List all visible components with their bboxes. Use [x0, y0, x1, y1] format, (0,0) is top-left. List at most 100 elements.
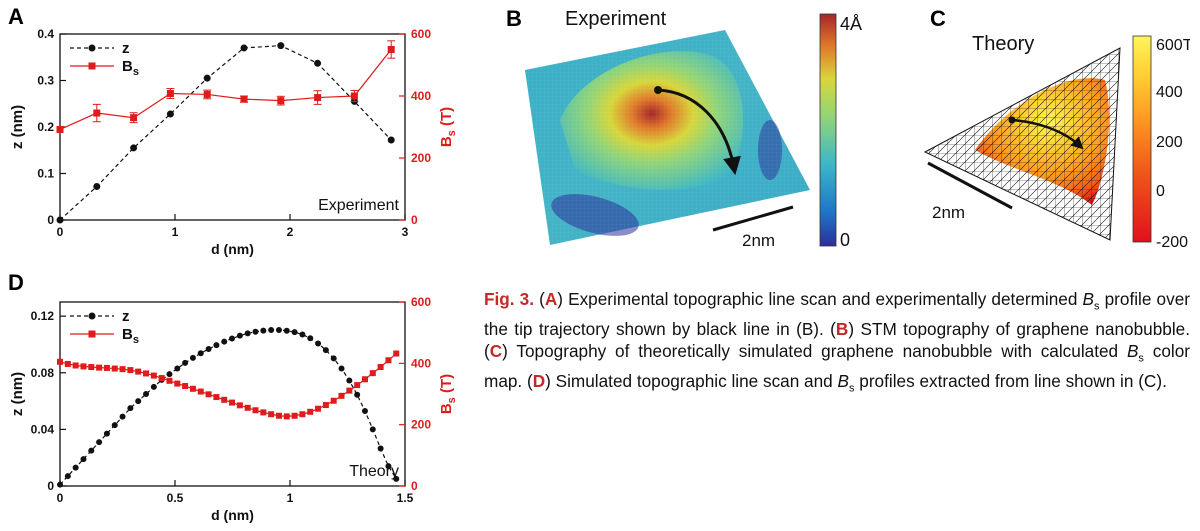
data-point-z: [103, 430, 110, 437]
colorbar-c-tick: 400: [1156, 84, 1183, 101]
data-point-z: [229, 335, 236, 342]
x-axis-label: d (nm): [211, 241, 254, 257]
legend-marker: [88, 312, 96, 320]
caption-text: color map. (: [484, 341, 1190, 392]
series-line-z: [59, 329, 397, 485]
data-point-bs: [346, 387, 353, 394]
colorbar-c-tick: 200: [1156, 134, 1183, 151]
panel-label-b: B: [506, 6, 522, 31]
data-point-bs: [361, 376, 368, 383]
y-tick-label: 0.04: [31, 422, 55, 436]
series-line-bs: [59, 49, 392, 131]
data-point-z: [260, 327, 267, 334]
data-point-z: [387, 136, 395, 144]
data-point-z: [268, 327, 275, 334]
data-point-bs: [203, 90, 211, 98]
data-point-bs: [130, 114, 138, 122]
x-tick-label: 0.5: [167, 491, 184, 505]
data-point-bs: [244, 404, 251, 411]
scale-bar: [712, 205, 794, 232]
data-point-z: [361, 407, 368, 414]
data-point-bs: [127, 367, 134, 374]
data-point-bs: [80, 363, 87, 370]
data-point-bs: [150, 372, 157, 379]
data-point-z: [197, 350, 204, 357]
y-tick-label: 0: [47, 213, 54, 227]
caption-text: ) STM topography of graphene nanobubble.…: [484, 318, 1190, 362]
caption-text: ): [557, 289, 563, 309]
colorbar-max-label: 4Å: [840, 14, 862, 34]
data-point-z: [315, 340, 322, 347]
data-point-z: [291, 329, 298, 336]
theory-trajectory-start-dot: [1008, 116, 1016, 124]
y2-tick-label: 600: [411, 27, 431, 41]
data-point-bs: [275, 412, 282, 419]
data-point-bs: [260, 409, 267, 416]
stm-topography-image: 2nm Experiment 4Å 0: [525, 8, 862, 250]
caption-text: ) Simulated topographic line scan and: [545, 371, 838, 392]
caption-bs-subscript: s: [1094, 300, 1100, 313]
data-point-bs: [291, 412, 298, 419]
theory-scale-bar: [927, 161, 1013, 210]
data-point-bs: [252, 407, 259, 414]
data-point-bs: [283, 413, 290, 420]
data-point-z: [369, 426, 376, 433]
y2-tick-label: 0: [411, 479, 418, 493]
colorbar-c: [1132, 35, 1152, 243]
scale-bar-label: 2nm: [742, 231, 775, 250]
data-point-z: [205, 345, 212, 352]
experiment-label: Experiment: [565, 8, 667, 30]
data-point-bs: [387, 46, 395, 53]
y-tick-label: 0.12: [31, 309, 55, 323]
y-axis-label: z (nm): [9, 105, 26, 149]
data-point-bs: [111, 365, 118, 372]
data-point-z: [314, 59, 322, 67]
data-point-z: [93, 183, 101, 191]
data-point-z: [166, 371, 173, 378]
y-tick-label: 0.4: [37, 27, 54, 41]
caption-panel-a: A: [544, 289, 558, 309]
data-point-z: [135, 398, 142, 405]
panel-label-c: C: [930, 6, 946, 31]
data-point-z: [299, 331, 306, 338]
caption-bs-symbol: B: [1126, 341, 1139, 362]
colorbar-min-label: 0: [840, 230, 850, 250]
data-point-z: [307, 335, 314, 342]
data-point-z: [143, 391, 150, 397]
data-point-z: [80, 456, 87, 463]
data-point-bs: [166, 377, 173, 384]
legend-label: z: [122, 308, 130, 325]
data-point-bs: [166, 90, 174, 98]
legend-marker: [88, 330, 96, 338]
x-tick-label: 1.5: [397, 491, 414, 505]
theory-trajectory-line: [1011, 118, 1084, 150]
colorbar-c-tick: 0: [1156, 183, 1165, 200]
colorbar-c-tick: 600T: [1156, 37, 1190, 54]
data-point-z: [236, 332, 243, 339]
caption-bs-subscript: s: [1138, 352, 1144, 365]
y-tick-label: 0.1: [37, 167, 54, 181]
data-point-z: [275, 327, 282, 334]
data-point-bs: [158, 375, 165, 382]
trajectory-start-dot: [654, 86, 662, 94]
data-point-z: [330, 355, 337, 362]
caption-panel-c: C: [489, 341, 503, 362]
data-point-z: [203, 74, 211, 82]
data-point-bs: [314, 94, 322, 102]
data-point-bs: [205, 391, 212, 398]
y-tick-label: 0: [47, 479, 54, 493]
y2-axis-label: Bs (T): [438, 374, 458, 414]
legend-label: Bs: [122, 58, 139, 78]
data-point-bs: [307, 408, 314, 415]
data-point-bs: [377, 364, 384, 371]
data-point-z: [221, 338, 228, 345]
caption-fig-label: Fig. 3.: [484, 289, 534, 309]
data-point-bs: [93, 109, 101, 117]
data-point-bs: [88, 364, 95, 371]
data-point-bs: [221, 396, 228, 403]
y2-tick-label: 200: [411, 418, 431, 432]
legend-marker: [88, 44, 96, 52]
data-point-z: [57, 481, 63, 488]
theory-topography-image: 2nm Theory 600T 400 200 0 -200: [923, 33, 1190, 251]
